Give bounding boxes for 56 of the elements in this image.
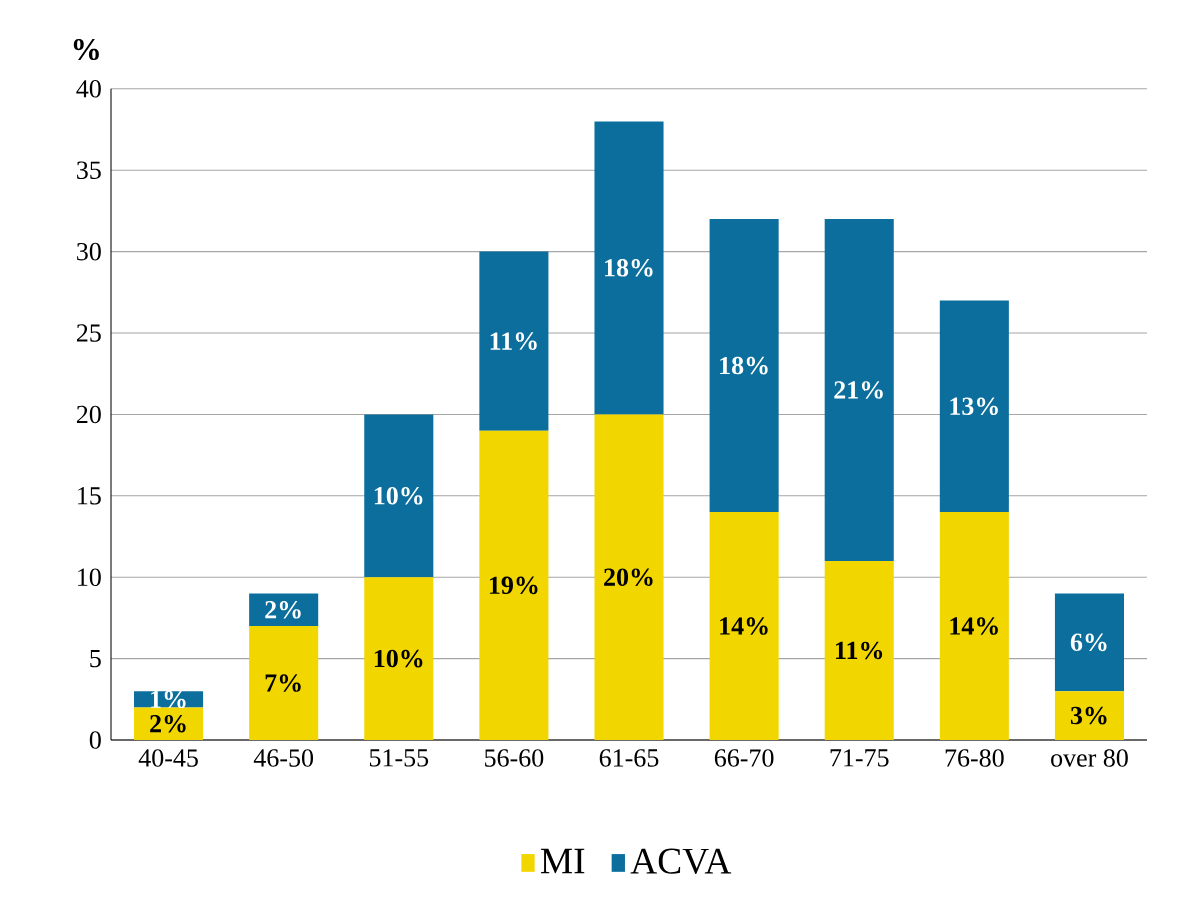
y-tick-label: 20: [76, 405, 101, 424]
data-label: 18%: [605, 259, 653, 277]
bar: [1054, 691, 1124, 741]
y-tick-label: 35: [77, 161, 101, 180]
bar: [479, 430, 549, 741]
y-tick-label: 40: [76, 80, 101, 98]
bar: [709, 219, 779, 513]
y-tick-label: 30: [77, 243, 101, 261]
bar: [1054, 593, 1124, 692]
x-tick-label: 61-65: [599, 749, 659, 767]
y-tick-label: 5: [90, 650, 101, 668]
y-tick-label: 10: [78, 568, 101, 587]
x-tick-label: 40-45: [138, 749, 198, 767]
bar: [594, 414, 664, 741]
data-label: 18%: [720, 356, 768, 375]
data-label: 10%: [374, 649, 423, 668]
bar: [824, 219, 894, 562]
legend-label: ACVA: [630, 848, 732, 875]
x-tick-label: over 80: [1051, 749, 1128, 767]
data-label: 11%: [490, 332, 537, 351]
data-label: 10%: [374, 487, 423, 505]
bar: [824, 561, 894, 741]
data-label: 1%: [151, 690, 186, 709]
x-tick-label: 66-70: [714, 749, 774, 767]
legend-label: MI: [540, 848, 585, 874]
bar: [364, 414, 434, 578]
data-label: 2%: [150, 715, 186, 733]
x-tick-label: 46-50: [253, 749, 314, 767]
data-label: 11%: [836, 641, 883, 660]
x-tick-label: 76-80: [945, 749, 1004, 767]
data-label: 7%: [265, 674, 301, 693]
bar: [594, 121, 664, 415]
data-label: 6%: [1070, 633, 1107, 652]
x-tick-label: 56-60: [485, 749, 544, 767]
bar: [939, 512, 1009, 741]
x-tick-label: 71-75: [830, 749, 889, 767]
y-tick-label: 25: [76, 324, 101, 342]
data-label: 20%: [604, 568, 653, 587]
bar: [709, 512, 779, 741]
bar: [479, 251, 549, 431]
bar: [249, 593, 319, 627]
bar: [364, 577, 434, 741]
data-label: 13%: [950, 397, 998, 416]
bar: [134, 707, 204, 741]
y-tick-label: 0: [89, 731, 101, 749]
bar: [939, 300, 1009, 513]
data-label: 14%: [950, 617, 998, 636]
y-axis-title: %: [73, 39, 99, 61]
data-label: 14%: [720, 617, 768, 636]
data-label: 19%: [489, 576, 538, 595]
data-label: 3%: [1070, 706, 1107, 725]
data-label: 2%: [265, 601, 301, 619]
x-tick-label: 51-55: [369, 749, 429, 767]
y-tick-label: 15: [78, 487, 101, 505]
data-label: 21%: [834, 381, 883, 399]
bar: [249, 626, 319, 741]
